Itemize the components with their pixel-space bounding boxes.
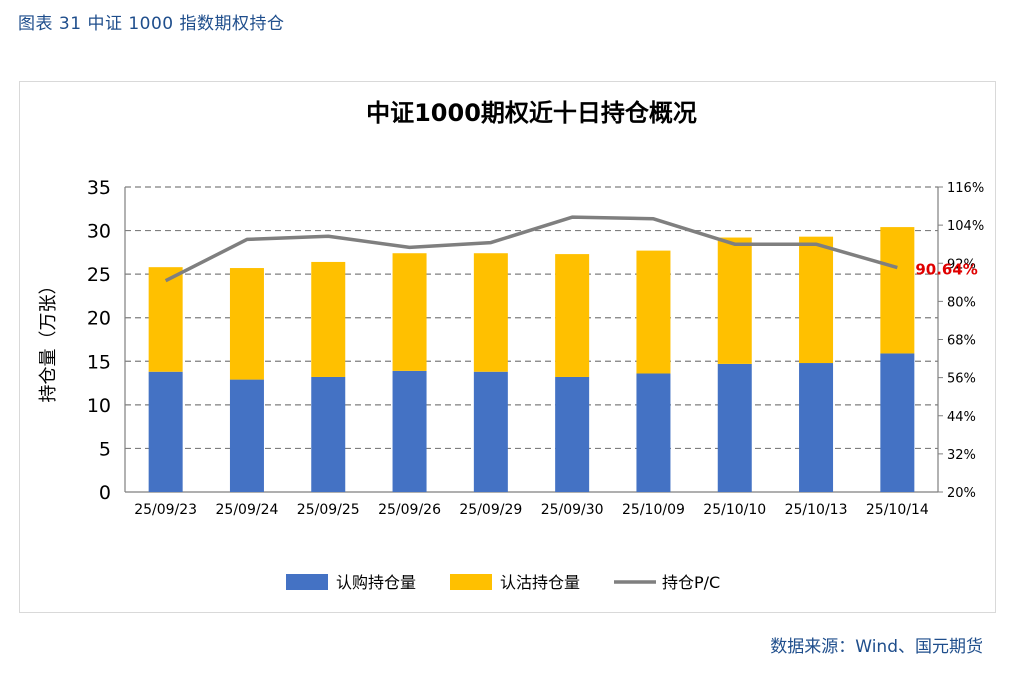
bar-call — [799, 363, 834, 492]
bar-put — [555, 254, 590, 377]
y-axis-label: 持仓量（万张） — [38, 277, 59, 403]
pc-line — [164, 215, 898, 283]
x-tick-label: 25/10/10 — [703, 502, 766, 518]
y-tick-label: 20 — [87, 308, 111, 330]
legend-swatch-call — [286, 574, 328, 590]
chart-frame: 中证1000期权近十日持仓概况 0 5 10 15 20 25 30 35 20% 32% 44% 56… — [19, 81, 996, 613]
y2-tick-label: 68% — [947, 334, 976, 349]
y-tick-label: 10 — [87, 395, 111, 417]
bar-put — [717, 237, 752, 364]
x-tick-label: 25/09/29 — [459, 502, 522, 518]
y2-tick-label: 104% — [947, 219, 984, 234]
legend-label-pc: 持仓P/C — [662, 573, 720, 592]
legend-swatch-put — [450, 574, 492, 590]
y2-tick-label: 80% — [947, 295, 976, 310]
y2-tick-label: 116% — [947, 181, 984, 196]
bar-put — [799, 236, 834, 364]
legend-label-put: 认沽持仓量 — [500, 573, 580, 592]
bar-call — [555, 376, 590, 492]
bar-call — [717, 363, 752, 492]
y-tick-label: 35 — [87, 177, 111, 199]
x-tick-label: 25/09/30 — [541, 502, 604, 518]
y2-tick-label: 92% — [947, 257, 976, 272]
bar-call — [392, 370, 427, 492]
y-tick-label: 15 — [87, 351, 111, 373]
bar-call — [311, 376, 346, 492]
bar-put — [636, 250, 671, 374]
y-tick-label: 5 — [99, 438, 111, 460]
y-tick-label: 30 — [87, 221, 111, 243]
bar-put — [229, 268, 264, 380]
bar-put — [311, 261, 346, 377]
y2-tick-label: 44% — [947, 410, 976, 425]
x-tick-label: 25/10/14 — [866, 502, 929, 518]
y2-tick-label: 56% — [947, 372, 976, 387]
pc-annotation: 90.64% — [915, 261, 977, 279]
x-tick-label: 25/09/25 — [297, 502, 360, 518]
x-tick-label: 25/09/26 — [378, 502, 441, 518]
data-source: 数据来源：Wind、国元期货 — [770, 637, 983, 657]
x-tick-label: 25/09/24 — [216, 502, 279, 518]
bar-put — [392, 253, 427, 371]
chart-title: 中证1000期权近十日持仓概况 — [366, 99, 697, 127]
bar-call — [148, 371, 183, 492]
chart: 中证1000期权近十日持仓概况 0 5 10 15 20 25 30 35 20% 32% 44% 56… — [38, 99, 984, 592]
x-tick-label: 25/10/13 — [785, 502, 848, 518]
y2-tick-label: 32% — [947, 448, 976, 463]
x-tick-label: 25/10/09 — [622, 502, 685, 518]
x-tick-label: 25/09/23 — [134, 502, 197, 518]
legend-label-call: 认购持仓量 — [336, 573, 416, 592]
bar-put — [880, 227, 915, 354]
bar-call — [636, 373, 671, 492]
y-tick-label: 0 — [99, 482, 111, 504]
bar-call — [880, 353, 915, 492]
y-tick-label: 25 — [87, 264, 111, 286]
bar-call — [229, 379, 264, 492]
bar-put — [148, 267, 183, 372]
figure-caption: 图表 31 中证 1000 指数期权持仓 — [18, 14, 285, 34]
y2-tick-label: 20% — [947, 486, 976, 501]
bar-put — [473, 253, 508, 372]
bar-call — [473, 371, 508, 492]
